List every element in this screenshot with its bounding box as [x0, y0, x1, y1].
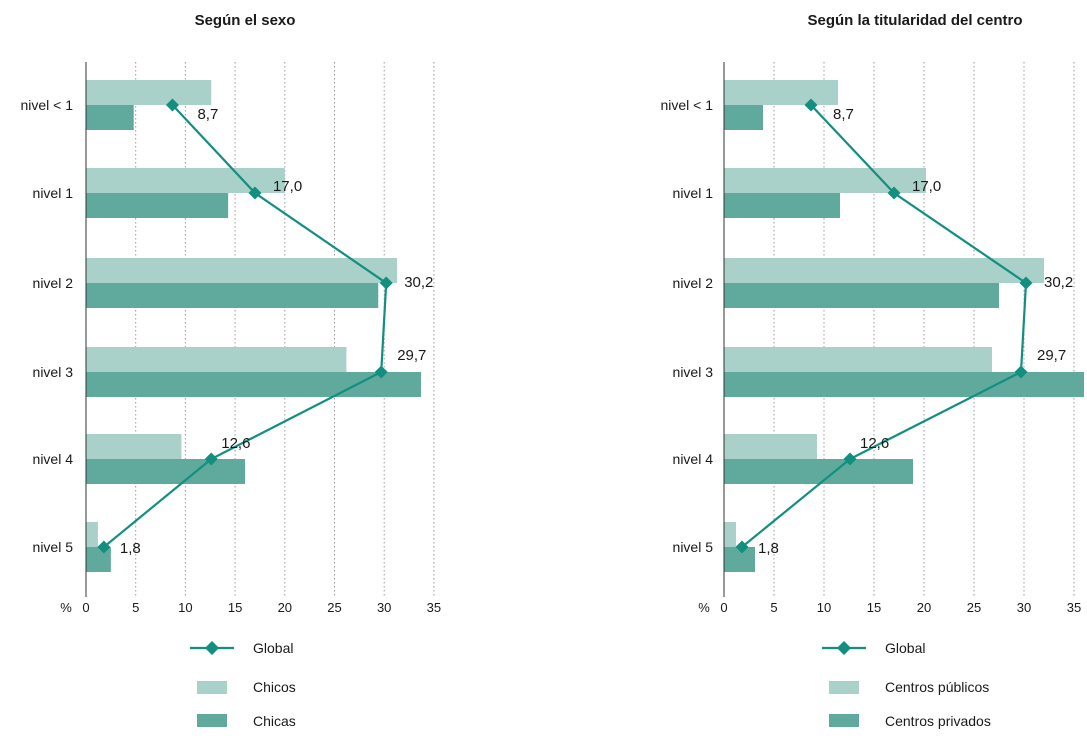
bar-centros-públicos	[724, 80, 838, 105]
x-tick-label: 5	[770, 600, 777, 615]
legend-swatch	[197, 681, 227, 694]
chart-title: Según la titularidad del centro	[807, 12, 1022, 29]
bar-chicas	[86, 372, 421, 397]
x-tick-label: 30	[377, 600, 391, 615]
global-point	[97, 540, 111, 554]
data-label: 12,6	[860, 435, 889, 452]
bar-centros-privados	[724, 283, 999, 308]
x-tick-label: 15	[867, 600, 881, 615]
bar-chicas	[86, 547, 111, 572]
legend-swatch	[197, 714, 227, 727]
bar-centros-privados	[724, 105, 763, 130]
chart-title: Según el sexo	[195, 12, 296, 29]
legend-label: Chicos	[253, 679, 296, 695]
panel-by-school-type: Según la titularidad del centro nivel < 1…	[660, 12, 1084, 729]
data-label: 1,8	[120, 540, 141, 557]
bar-chicas	[86, 193, 229, 218]
data-label: 8,7	[833, 106, 854, 123]
data-label: 17,0	[273, 178, 302, 195]
data-label: 29,7	[1037, 347, 1066, 364]
bar-chicas	[86, 105, 134, 130]
bar-centros-públicos	[724, 347, 992, 372]
legend-diamond-icon	[837, 641, 851, 655]
legend-swatch	[829, 714, 859, 727]
bar-centros-públicos	[724, 258, 1044, 283]
data-label: 1,8	[758, 540, 779, 557]
global-line	[103, 104, 388, 548]
data-label: 8,7	[197, 106, 218, 123]
x-tick-label: 35	[427, 600, 441, 615]
bar-chicos	[86, 522, 98, 547]
x-tick-label: 10	[817, 600, 831, 615]
panel-by-sex: Según el sexo nivel < 1 nivel 1 nivel 2 nive…	[20, 12, 441, 729]
legend-label: Global	[885, 640, 925, 656]
global-point	[887, 186, 901, 200]
bar-centros-privados	[724, 193, 840, 218]
category-label: nivel 5	[33, 539, 74, 555]
category-label: nivel 4	[33, 451, 74, 467]
bar-chicas	[86, 459, 246, 484]
global-point	[1019, 276, 1033, 290]
x-tick-label: 25	[327, 600, 341, 615]
category-label: nivel 5	[673, 539, 714, 555]
bar-centros-privados	[724, 372, 1084, 397]
category-label: nivel 2	[673, 275, 714, 291]
global-point	[379, 276, 393, 290]
global-point	[165, 98, 179, 112]
global-point	[1014, 365, 1028, 379]
bar-chicos	[86, 347, 347, 372]
legend-diamond-icon	[205, 641, 219, 655]
global-line	[741, 104, 1028, 548]
x-tick-label: 5	[132, 600, 139, 615]
data-label: 12,6	[221, 435, 250, 452]
bar-centros-públicos	[724, 434, 817, 459]
x-tick-label: 20	[278, 600, 292, 615]
x-tick-label: 25	[967, 600, 981, 615]
bar-centros-públicos	[724, 522, 736, 547]
legend-label: Chicas	[253, 713, 296, 729]
global-point	[374, 365, 388, 379]
legend-swatch	[829, 681, 859, 694]
category-label: nivel 4	[673, 451, 714, 467]
category-label: nivel < 1	[660, 97, 713, 113]
x-tick-label: 0	[720, 600, 727, 615]
x-axis-label: %	[698, 600, 710, 615]
x-tick-label: 0	[82, 600, 89, 615]
bar-chicas	[86, 283, 379, 308]
category-label: nivel 3	[673, 364, 714, 380]
bar-chicos	[86, 434, 182, 459]
x-axis-label: %	[60, 600, 72, 615]
bar-centros-privados	[724, 547, 755, 572]
data-label: 17,0	[912, 178, 941, 195]
legend-label: Centros públicos	[885, 679, 989, 695]
bar-chicos	[86, 258, 398, 283]
category-label: nivel < 1	[20, 97, 73, 113]
legend-label: Centros privados	[885, 713, 991, 729]
global-point	[735, 540, 749, 554]
x-tick-label: 15	[228, 600, 242, 615]
global-point	[843, 452, 857, 466]
bar-chicos	[86, 80, 212, 105]
x-tick-label: 30	[1017, 600, 1031, 615]
legend-label: Global	[253, 640, 293, 656]
x-tick-label: 35	[1067, 600, 1081, 615]
bar-centros-privados	[724, 459, 913, 484]
global-point	[248, 186, 262, 200]
data-label: 30,2	[1044, 274, 1073, 291]
category-label: nivel 3	[33, 364, 74, 380]
global-point	[204, 452, 218, 466]
category-label: nivel 1	[33, 185, 74, 201]
category-label: nivel 2	[33, 275, 74, 291]
x-tick-label: 20	[917, 600, 931, 615]
data-label: 29,7	[397, 347, 426, 364]
global-point	[804, 98, 818, 112]
data-label: 30,2	[404, 274, 433, 291]
category-label: nivel 1	[673, 185, 714, 201]
x-tick-label: 10	[178, 600, 192, 615]
